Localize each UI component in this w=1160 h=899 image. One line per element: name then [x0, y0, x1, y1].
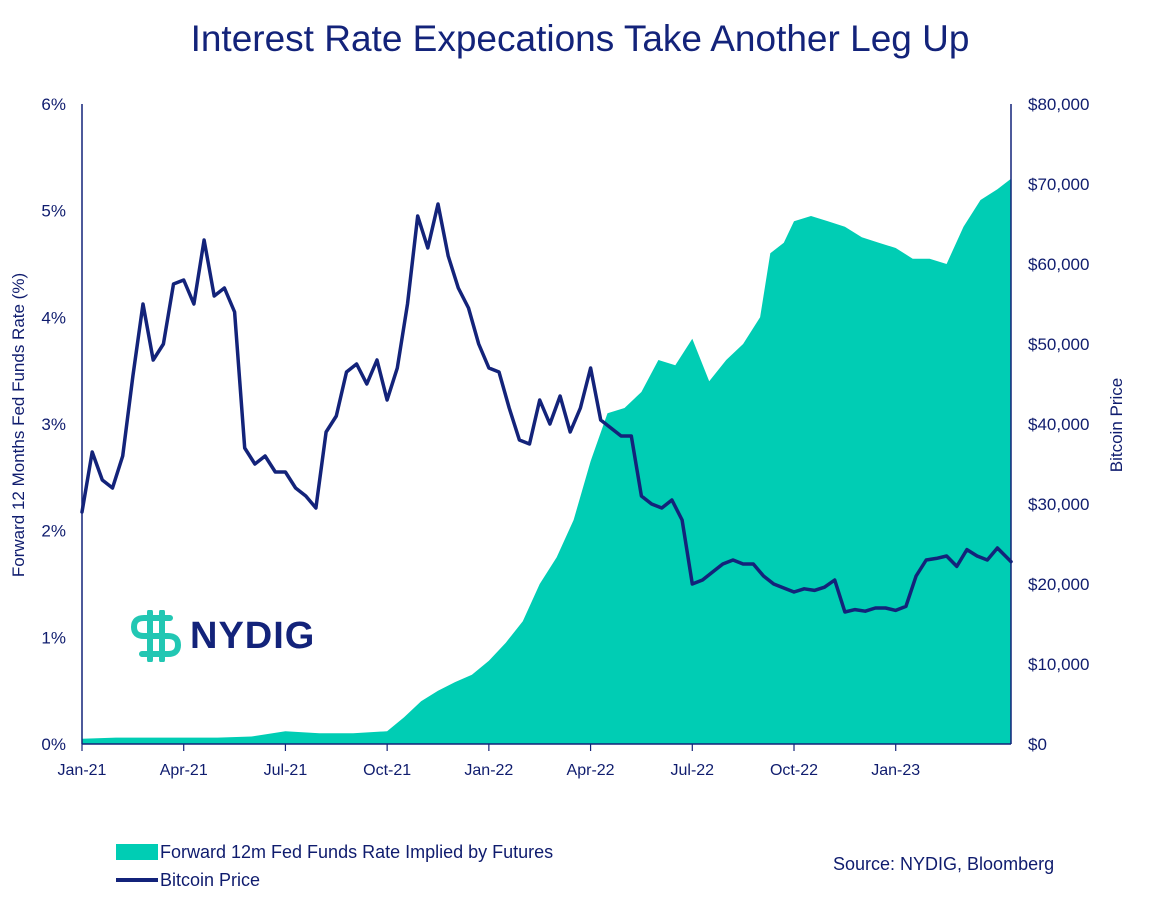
legend-label-bitcoin: Bitcoin Price: [160, 869, 261, 890]
left-tick-label: 5%: [41, 202, 66, 221]
nydig-logo-icon: [130, 610, 182, 662]
x-tick-label: Jan-23: [871, 762, 920, 779]
logo-text: NYDIG: [190, 614, 316, 657]
axes-layer: [81, 104, 1012, 745]
x-axis-ticks: Jan-21 Apr-21 Jul-21 Oct-21 Jan-22 Apr-22 Jul-…: [58, 744, 920, 779]
left-tick-label: 0%: [41, 735, 66, 754]
x-tick-label: Jul-22: [671, 762, 715, 779]
bitcoin-price-line: [80, 202, 1013, 614]
left-axis-ticks: 0% 1% 2% 3% 4% 5% 6%: [41, 95, 66, 754]
x-tick-label: Oct-22: [770, 762, 818, 779]
right-tick-label: $80,000: [1028, 95, 1089, 114]
x-tick-label: Jul-21: [264, 762, 308, 779]
right-tick-label: $40,000: [1028, 415, 1089, 434]
right-tick-label: $70,000: [1028, 175, 1089, 194]
x-tick-label: Jan-22: [464, 762, 513, 779]
x-tick-label: Oct-21: [363, 762, 411, 779]
right-tick-label: $0: [1028, 735, 1047, 754]
x-tick-label: Apr-22: [567, 762, 615, 779]
legend-swatch-area: [116, 844, 158, 860]
right-axis-title: Bitcoin Price: [1107, 378, 1126, 472]
bitcoin-line-layer: [80, 202, 1013, 614]
legend-label-fed-funds: Forward 12m Fed Funds Rate Implied by Fu…: [160, 841, 554, 862]
legend: Forward 12m Fed Funds Rate Implied by Fu…: [116, 838, 553, 894]
x-tick-label: Apr-21: [160, 762, 208, 779]
legend-swatch-line: [116, 878, 158, 882]
chart-title: Interest Rate Expecations Take Another L…: [190, 18, 970, 59]
fed-funds-area: [82, 178, 1011, 744]
left-tick-label: 4%: [41, 308, 66, 327]
right-tick-label: $10,000: [1028, 655, 1089, 674]
nydig-logo: NYDIG: [130, 610, 315, 662]
left-tick-label: 3%: [41, 415, 66, 434]
right-tick-label: $20,000: [1028, 575, 1089, 594]
left-axis-title: Forward 12 Months Fed Funds Rate (%): [9, 273, 28, 577]
left-tick-label: 2%: [41, 522, 66, 541]
left-tick-label: 1%: [41, 628, 66, 647]
right-tick-label: $50,000: [1028, 335, 1089, 354]
fed-funds-area-layer: [82, 178, 1011, 744]
right-tick-label: $60,000: [1028, 255, 1089, 274]
right-tick-label: $30,000: [1028, 495, 1089, 514]
x-tick-label: Jan-21: [58, 762, 107, 779]
legend-item-fed-funds: Forward 12m Fed Funds Rate Implied by Fu…: [116, 838, 553, 866]
right-axis-ticks: $0 $10,000 $20,000 $30,000 $40,000 $50,000 $60…: [1028, 95, 1089, 754]
source-note: Source: NYDIG, Bloomberg: [833, 854, 1055, 874]
legend-item-bitcoin: Bitcoin Price: [116, 866, 553, 894]
left-tick-label: 6%: [41, 95, 66, 114]
